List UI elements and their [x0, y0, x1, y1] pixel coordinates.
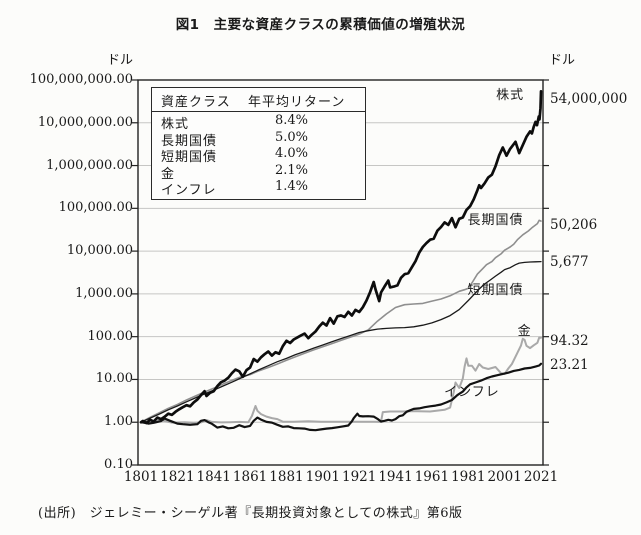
y-tick-label: 10,000,000.00	[37, 114, 133, 130]
legend-row: 長期国債 5.0%	[152, 129, 365, 149]
end-value-短期国債: 5,677	[550, 253, 589, 270]
x-tick-label: 1941	[378, 469, 413, 485]
y-tick-label: 100.00	[87, 328, 134, 344]
series-line-金	[140, 336, 542, 424]
series-line-インフレ	[139, 362, 543, 432]
series-line-株式	[139, 90, 543, 425]
legend-asset-label: 金	[161, 166, 176, 182]
y-tick-label: 100,000,000.00	[29, 72, 133, 87]
legend-asset-label: 長期国債	[161, 133, 218, 149]
legend-row: インフレ 1.4%	[152, 178, 365, 198]
y-tick-label: 1,000.00	[75, 285, 133, 301]
x-tick-label: 2001	[487, 469, 522, 485]
y-axis-unit-right: ドル	[549, 53, 576, 68]
legend-table: 資産クラス 年平均リターン 株式 8.4% 長期国債 5.0% 短期国債 4.0% 金 2.1…	[151, 87, 366, 200]
end-value-長期国債: 50,206	[550, 217, 598, 234]
legend-return-value: 8.4%	[275, 113, 309, 128]
x-tick-label: 1861	[232, 469, 268, 485]
source-note: (出所) ジェレミー・シーゲル著『長期投資対象としての株式』第6版	[38, 506, 463, 521]
x-tick-label: 1821	[160, 469, 195, 485]
legend-row: 短期国債 4.0%	[152, 145, 365, 165]
y-tick-label: 100,000.00	[58, 200, 133, 216]
plot-border	[137, 79, 544, 466]
x-tick-label: 1981	[451, 469, 486, 485]
legend-header-asset-class: 資産クラス	[161, 95, 231, 110]
x-tick-label: 1921	[341, 469, 377, 485]
y-tick-label: 0.10	[104, 457, 133, 472]
legend-return-value: 5.0%	[275, 129, 309, 145]
x-tick-label: 1901	[305, 469, 340, 485]
legend-header-row: 資産クラス 年平均リターン	[152, 88, 365, 112]
x-tick-label: 1961	[414, 469, 450, 485]
x-tick-label: 1801	[123, 469, 159, 485]
legend-rows: 株式 8.4% 長期国債 5.0% 短期国債 4.0% 金 2.1% インフレ 1.4%	[152, 112, 365, 198]
end-value-株式: 54,000,000	[550, 91, 628, 108]
legend-header-avg-return: 年平均リターン	[248, 95, 346, 110]
y-tick-label: 1,000,000.00	[46, 157, 133, 173]
x-tick-label: 2021	[523, 469, 559, 485]
end-value-インフレ: 23.21	[550, 356, 589, 373]
series-label-金: 金	[517, 323, 532, 339]
y-tick-label: 10.00	[95, 371, 133, 387]
end-value-金: 94.32	[550, 332, 589, 349]
series-label-インフレ: インフレ	[444, 385, 500, 401]
legend-row: 金 2.1%	[152, 162, 365, 182]
y-axis-unit-left: ドル	[106, 53, 133, 68]
legend-asset-label: 株式	[161, 117, 190, 132]
legend-asset-label: インフレ	[161, 183, 217, 198]
legend-asset-label: 短期国債	[161, 150, 218, 165]
y-tick-label: 10,000.00	[66, 243, 133, 259]
figure-title: 図1 主要な資産クラスの累積価値の増殖状況	[175, 17, 466, 33]
series-line-長期国債	[140, 219, 542, 424]
series-label-株式: 株式	[496, 87, 525, 103]
series-label-長期国債: 長期国債	[467, 213, 524, 229]
legend-row: 株式 8.4%	[152, 112, 365, 132]
legend-return-value: 4.0%	[275, 146, 309, 161]
series-label-短期国債: 短期国債	[467, 283, 524, 299]
legend-return-value: 1.4%	[275, 179, 309, 194]
y-tick-label: 1.00	[104, 414, 133, 430]
x-tick-label: 1841	[196, 469, 231, 485]
x-tick-label: 1881	[269, 469, 304, 485]
legend-return-value: 2.1%	[275, 162, 309, 178]
